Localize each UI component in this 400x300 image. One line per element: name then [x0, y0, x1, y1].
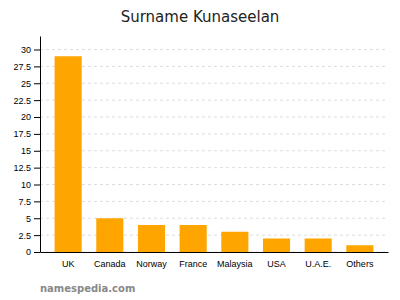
plot: 0 2.5 5 7.5 10 12.5 15 17.5 20 22.5 25 27.5 30 UK Cana…	[13, 37, 388, 270]
title: Surname Kunaseelan	[121, 8, 280, 26]
y-tick-mark	[34, 201, 40, 202]
grid-line	[40, 235, 388, 236]
x-tick-label: U.A.E.	[305, 259, 331, 269]
x-tick: USA	[267, 259, 286, 269]
x-tick: Norway	[136, 259, 167, 269]
annotation: namespedia.com	[40, 283, 135, 294]
y-tick: 20	[21, 112, 40, 122]
bars	[55, 56, 374, 252]
y-tick-mark	[34, 100, 40, 101]
y-tick: 22.5	[13, 96, 40, 106]
y-tick-label: 27.5	[13, 62, 31, 72]
grid-line	[40, 201, 388, 202]
y-tick-label: 12.5	[13, 163, 31, 173]
x-tick-label: UK	[62, 259, 75, 269]
y-tick-mark	[34, 134, 40, 135]
bar	[180, 225, 207, 252]
x-tick: UK	[62, 259, 75, 269]
bar	[138, 225, 165, 252]
grid-line	[40, 252, 388, 253]
y-tick-label: 2.5	[18, 231, 31, 241]
x-tick: U.A.E.	[305, 259, 331, 269]
y-tick: 15	[21, 146, 40, 156]
y-tick-mark	[34, 252, 40, 253]
bar	[263, 239, 290, 253]
y-tick-mark	[34, 50, 40, 51]
y-tick: 7.5	[18, 197, 40, 207]
y-tick-mark	[34, 218, 40, 219]
grid-line	[40, 150, 388, 151]
y-tick-mark	[34, 185, 40, 186]
y-tick-mark	[34, 117, 40, 118]
x-tick-label: Others	[346, 259, 374, 269]
bar	[55, 56, 82, 252]
grid-line	[40, 83, 388, 84]
y-tick: 25	[21, 79, 40, 89]
y-tick: 12.5	[13, 163, 40, 173]
bar	[96, 218, 123, 252]
x-tick-label: France	[179, 259, 207, 269]
chart: 0 2.5 5 7.5 10 12.5 15 17.5 20 22.5 25 27.5 30 UK Cana…	[0, 0, 400, 300]
y-tick-mark	[34, 66, 40, 67]
x-tick: Others	[346, 259, 374, 269]
x-axis-line	[41, 252, 389, 253]
y-tick-label: 25	[21, 79, 31, 89]
bar	[305, 239, 332, 253]
y-tick-label: 5	[26, 214, 31, 224]
grid-line	[40, 184, 388, 185]
y-tick-mark	[34, 168, 40, 169]
grid	[40, 50, 388, 253]
grid-line	[40, 117, 388, 118]
x-tick: Canada	[94, 259, 126, 269]
x-axis: UK Canada Norway France Malaysia USA U.A.E. Oth…	[41, 253, 389, 270]
bar	[346, 245, 373, 252]
y-tick: 27.5	[13, 62, 40, 72]
y-tick-mark	[34, 151, 40, 152]
y-axis-line	[40, 37, 41, 253]
x-tick-label: Norway	[136, 259, 167, 269]
y-tick-mark	[34, 235, 40, 236]
y-tick-label: 17.5	[13, 129, 31, 139]
grid-line	[40, 218, 388, 219]
y-tick-label: 0	[26, 247, 31, 257]
x-tick-label: Canada	[94, 259, 126, 269]
y-tick: 10	[21, 180, 40, 190]
y-tick-mark	[34, 83, 40, 84]
y-tick: 5	[26, 214, 40, 224]
y-tick: 17.5	[13, 129, 40, 139]
grid-line	[40, 133, 388, 134]
x-tick-label: USA	[267, 259, 286, 269]
y-tick-label: 30	[21, 45, 31, 55]
x-tick: Malaysia	[217, 259, 253, 269]
y-tick: 0	[26, 247, 40, 257]
y-axis: 0 2.5 5 7.5 10 12.5 15 17.5 20 22.5 25 27.5 30	[13, 37, 40, 258]
y-tick: 2.5	[18, 231, 40, 241]
x-tick-label: Malaysia	[217, 259, 253, 269]
y-tick-label: 15	[21, 146, 31, 156]
y-tick: 30	[21, 45, 40, 55]
y-tick-label: 22.5	[13, 96, 31, 106]
grid-line	[40, 100, 388, 101]
y-tick-label: 10	[21, 180, 31, 190]
bar	[221, 232, 248, 252]
grid-line	[40, 66, 388, 67]
grid-line	[40, 49, 388, 50]
x-tick: France	[179, 259, 207, 269]
grid-line	[40, 167, 388, 168]
y-tick-label: 7.5	[18, 197, 31, 207]
y-tick-label: 20	[21, 112, 31, 122]
